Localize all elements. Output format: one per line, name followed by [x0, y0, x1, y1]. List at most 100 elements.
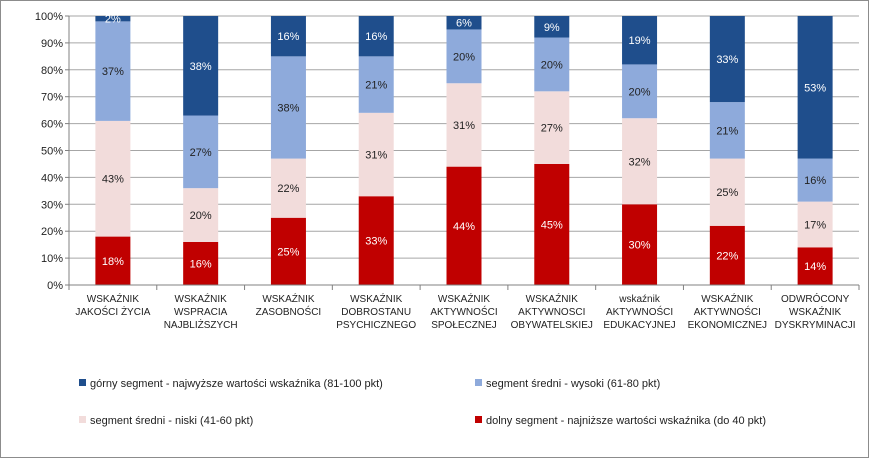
bar-segment [797, 247, 833, 285]
bar-segment [358, 112, 394, 197]
bars: 18% 43% 37% 2% 16% 20% 27% 38% 25% 22% 38% 16% 33% 31… [95, 14, 833, 285]
bar-stack: 22% 25% 21% 33% [709, 16, 745, 285]
y-tick-label: 0% [47, 280, 63, 292]
data-label: 45% [541, 219, 563, 231]
category-label: WSKAŹNIK JAKOŚCI ŻYCIA [75, 292, 150, 318]
bar-segment [622, 16, 658, 65]
bar-segment [534, 16, 570, 38]
y-tick-label: 60% [41, 119, 63, 131]
bar-segment [797, 16, 833, 159]
data-label: 14% [804, 261, 826, 273]
bar-segment [709, 158, 745, 226]
bar-segment [358, 16, 394, 57]
data-label: 44% [453, 221, 475, 233]
bar-segment [358, 56, 394, 113]
bar-segment [622, 118, 658, 205]
data-label: 20% [541, 59, 563, 71]
data-label: 20% [453, 51, 475, 63]
legend: górny segment - najwyższe wartości wskaź… [79, 378, 766, 427]
category-label: WSKAŹNIK WSPRACIA NAJBLIŻSZYCH [164, 292, 238, 331]
bar-segment [709, 16, 745, 103]
bar-stack: 18% 43% 37% 2% [95, 14, 131, 285]
data-label: 25% [716, 187, 738, 199]
data-label: 38% [190, 61, 212, 73]
y-tick-label: 30% [41, 199, 63, 211]
bar-stack: 45% 27% 20% 9% [534, 16, 570, 285]
bar-segment [446, 16, 482, 30]
y-tick-label: 40% [41, 172, 63, 184]
data-label: 22% [716, 250, 738, 262]
bar-segment [797, 158, 833, 202]
bar-segment [709, 225, 745, 285]
legend-label: górny segment - najwyższe wartości wskaź… [90, 378, 383, 390]
legend-swatch [79, 379, 86, 386]
data-label: 18% [102, 256, 124, 268]
bar-stack: 44% 31% 20% 6% [446, 16, 482, 285]
y-tick-label: 70% [41, 92, 63, 104]
bar-segment [270, 217, 306, 285]
y-tick-label: 100% [35, 11, 63, 23]
legend-item: segment średni - niski (41-60 pkt) [79, 415, 253, 427]
bar-stack: 14% 17% 16% 53% [797, 16, 833, 285]
data-label: 22% [277, 183, 299, 195]
data-label: 21% [716, 125, 738, 137]
category-label: WSKAŹNIK AKTYWNOŚCI EKONOMICZNEJ [688, 292, 767, 331]
bar-segment [446, 29, 482, 84]
category-label: WSKAŹNIK AKTYWNOŚCI SPOŁECZNEJ [430, 292, 497, 331]
legend-label: segment średni - niski (41-60 pkt) [90, 415, 253, 427]
bar-stack: 25% 22% 38% 16% [270, 16, 306, 285]
bar-segment [797, 201, 833, 248]
data-label: 31% [453, 120, 475, 132]
bar-segment [446, 166, 482, 285]
data-label: 27% [541, 123, 563, 135]
y-tick-label: 50% [41, 146, 63, 158]
bar-segment [534, 163, 570, 285]
legend-item: segment średni - wysoki (61-80 pkt) [475, 378, 660, 390]
bar-segment [95, 16, 131, 22]
data-label: 19% [629, 35, 651, 47]
bar-segment [95, 236, 131, 285]
y-axis: 0% 10% 20% 30% 40% 50% 60% 70% 80% 90% 100% [35, 11, 70, 292]
legend-item: górny segment - najwyższe wartości wskaź… [79, 378, 383, 390]
data-label: 2% [105, 14, 121, 26]
bar-segment [95, 21, 131, 121]
category-label: wskaźnik AKTYWNOŚCI EDUKACYJNEJ [603, 294, 675, 331]
bar-segment [270, 158, 306, 218]
bar-segment [358, 196, 394, 285]
data-label: 16% [365, 31, 387, 43]
data-label: 6% [456, 18, 472, 30]
bar-segment [534, 37, 570, 92]
data-label: 16% [804, 175, 826, 187]
data-label: 27% [190, 147, 212, 159]
bar-segment [622, 64, 658, 119]
data-label: 16% [277, 31, 299, 43]
bar-segment [622, 204, 658, 285]
data-label: 16% [190, 258, 212, 270]
bar-segment [709, 102, 745, 159]
bar-segment [270, 56, 306, 159]
category-label: WSKAŹNIK AKTYWNOSCI OBYWATELSKIEJ [511, 292, 593, 331]
data-label: 33% [716, 54, 738, 66]
data-label: 25% [277, 246, 299, 258]
bar-stack: 33% 31% 21% 16% [358, 16, 394, 285]
data-label: 9% [544, 22, 560, 34]
legend-label: segment średni - wysoki (61-80 pkt) [486, 378, 660, 390]
bar-segment [183, 241, 219, 285]
legend-item: dolny segment - najniższe wartości wskaź… [475, 415, 766, 427]
data-label: 20% [629, 86, 651, 98]
data-label: 32% [629, 156, 651, 168]
bar-segment [183, 115, 219, 189]
bar-segment [183, 16, 219, 116]
legend-label: dolny segment - najniższe wartości wskaź… [486, 415, 766, 427]
legend-swatch [475, 416, 482, 423]
bar-stack: 16% 20% 27% 38% [183, 16, 219, 285]
y-tick-label: 90% [41, 38, 63, 50]
bar-segment [183, 188, 219, 242]
legend-swatch [79, 416, 86, 423]
bar-segment [534, 91, 570, 164]
bar-segment [95, 120, 131, 237]
category-label: ODWRÓCONY WSKAŹNIK DYSKRYMINACJI [775, 292, 856, 331]
data-label: 37% [102, 66, 124, 78]
